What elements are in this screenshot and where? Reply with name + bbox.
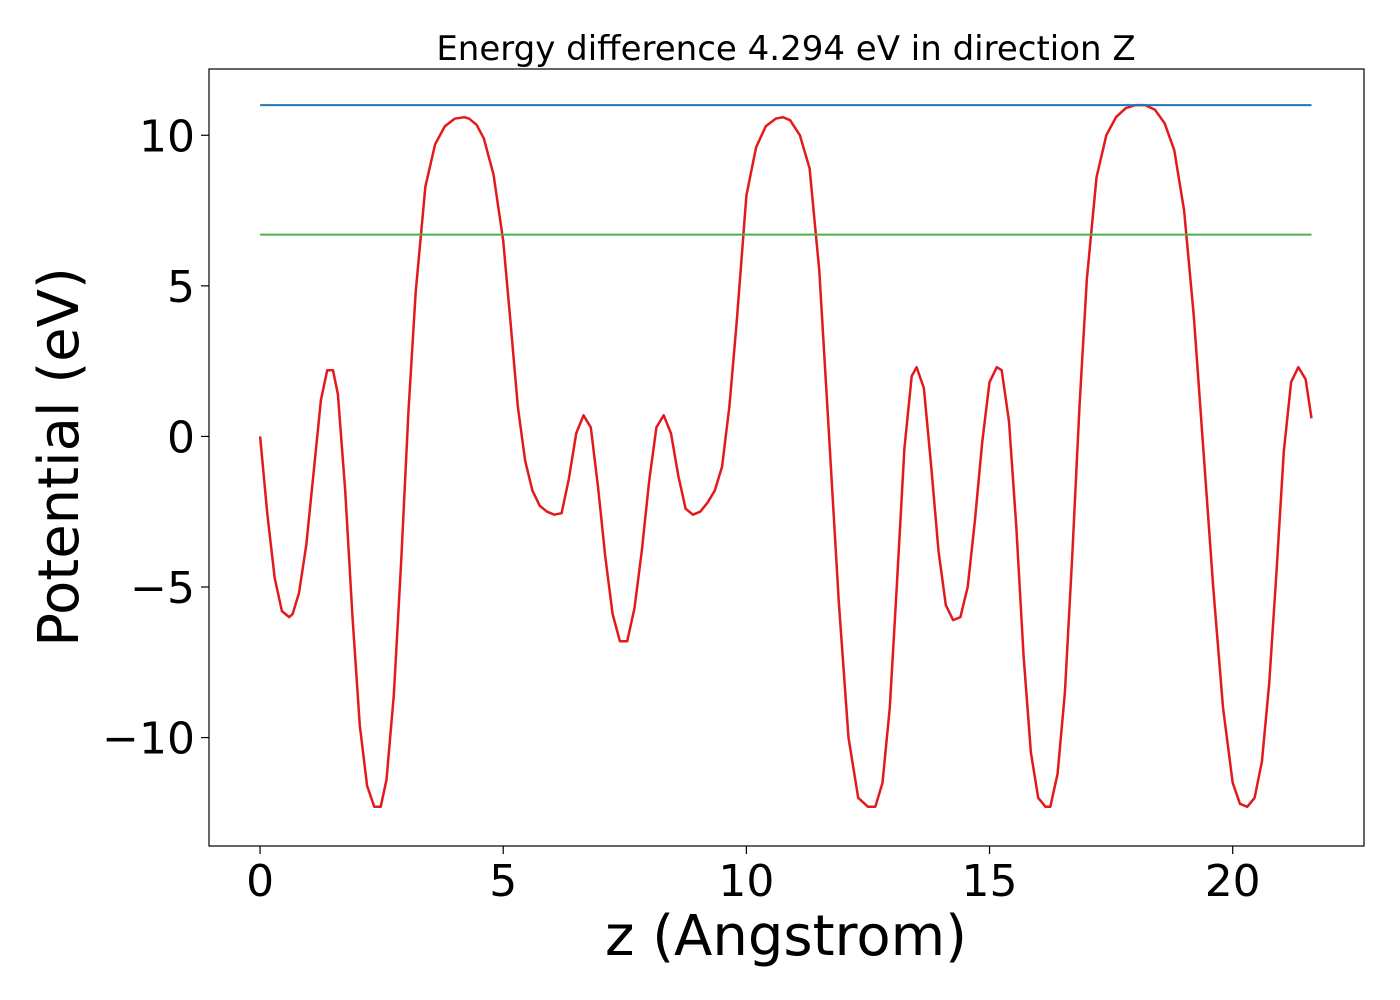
x-axis-label: z (Angstrom) (605, 904, 967, 969)
y-tick-label: −5 (130, 563, 195, 614)
y-tick-label: 0 (167, 412, 195, 463)
axes-frame (208, 68, 1365, 847)
x-tick-label: 10 (718, 856, 774, 907)
chart-title: Energy difference 4.294 eV in direction … (436, 29, 1135, 69)
x-tick-label: 20 (1205, 856, 1261, 907)
y-tick-label: 5 (167, 262, 195, 313)
y-axis-label: Potential (eV) (27, 267, 92, 647)
x-tick-label: 5 (489, 856, 517, 907)
y-tick-label: 10 (139, 111, 195, 162)
x-tick-label: 0 (246, 856, 274, 907)
x-axis-ticks: 0 5 10 15 20 (246, 846, 1261, 907)
plot-area (258, 103, 1313, 809)
x-tick-label: 15 (962, 856, 1018, 907)
potential-curve (258, 103, 1313, 809)
y-axis-ticks: −10 −5 0 5 10 (102, 111, 209, 765)
y-tick-label: −10 (102, 714, 195, 765)
